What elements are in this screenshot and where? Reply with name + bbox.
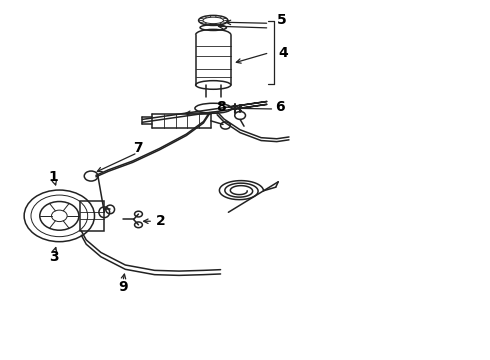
Text: 7: 7 [133,141,142,155]
Text: 2: 2 [156,214,165,228]
Text: 4: 4 [278,46,288,60]
Text: 9: 9 [118,280,128,294]
Text: 6: 6 [275,100,285,114]
Text: 3: 3 [49,250,58,264]
Text: 5: 5 [277,13,287,27]
Text: 8: 8 [216,100,225,114]
Bar [80,201,104,231]
Text: 1: 1 [49,171,58,184]
